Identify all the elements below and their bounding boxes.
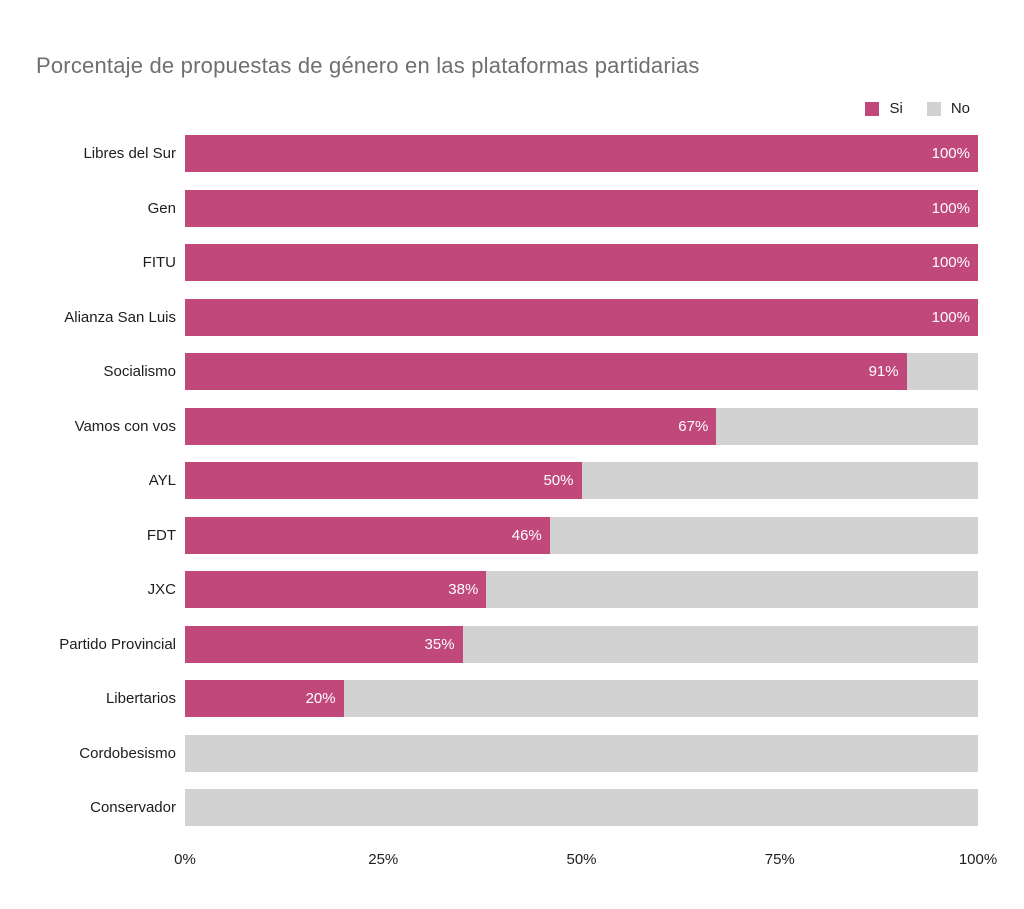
category-label: Cordobesismo	[79, 744, 176, 762]
bar-row: JXC 38%	[0, 571, 1024, 608]
category-label: Partido Provincial	[59, 635, 176, 653]
bar-track[interactable]: 100%	[185, 298, 978, 336]
chart-legend: Si No	[865, 100, 970, 117]
bar-segment-si[interactable]: 100%	[185, 244, 978, 281]
bar-track[interactable]: 100%	[185, 189, 978, 227]
bar-row: Socialismo 91%	[0, 353, 1024, 390]
chart-title: Porcentaje de propuestas de género en la…	[36, 53, 700, 78]
bar-value-label: 100%	[931, 199, 970, 217]
bar-value-label: 67%	[678, 417, 709, 435]
bar-segment-si[interactable]: 50%	[185, 462, 582, 499]
category-label: Libertarios	[105, 690, 176, 707]
bar-track[interactable]: 67%	[185, 407, 978, 445]
legend-label-si: Si	[889, 100, 903, 117]
bar-row: Vamos con vos 67%	[0, 407, 1024, 445]
bar-segment-si[interactable]: 91%	[185, 353, 907, 390]
bar-value-label: 100%	[931, 145, 970, 162]
bar-segment-si[interactable]: 100%	[185, 135, 978, 172]
bar-row: Conservador	[0, 789, 1024, 826]
bar-segment-si[interactable]: 20%	[185, 680, 344, 717]
bar-track[interactable]: 35%	[185, 625, 978, 663]
bar-value-label: 50%	[543, 472, 574, 489]
bar-value-label: 100%	[931, 308, 970, 326]
category-label: JXC	[147, 581, 176, 598]
bar-track[interactable]: 50%	[185, 462, 978, 499]
bar-segment-si[interactable]: 100%	[185, 189, 978, 227]
bar-segment-si[interactable]: 46%	[185, 516, 550, 554]
legend-swatch-si	[865, 101, 880, 116]
bar-value-label: 91%	[868, 363, 899, 380]
category-label: Alianza San Luis	[64, 308, 176, 326]
bar-segment-si[interactable]: 35%	[185, 625, 463, 663]
bar-track[interactable]: 100%	[185, 135, 978, 172]
legend-swatch-no	[926, 101, 941, 116]
category-label: Gen	[147, 199, 176, 217]
bar-row: FITU 100%	[0, 244, 1024, 281]
axis-tick-label: 0%	[174, 851, 196, 868]
category-label: Conservador	[90, 799, 176, 816]
bar-row: Cordobesismo	[0, 734, 1024, 772]
bar-row: Gen 100%	[0, 189, 1024, 227]
bar-value-label: 20%	[305, 690, 336, 707]
bar-track[interactable]	[185, 734, 978, 772]
bar-row: Alianza San Luis 100%	[0, 298, 1024, 336]
bar-segment-si[interactable]: 100%	[185, 298, 978, 336]
category-label: Vamos con vos	[74, 417, 176, 435]
bar-row: Libres del Sur 100%	[0, 135, 1024, 172]
axis-tick-label: 75%	[764, 851, 795, 868]
bar-row: AYL 50%	[0, 462, 1024, 499]
bar-value-label: 38%	[448, 581, 479, 598]
bar-track[interactable]: 100%	[185, 244, 978, 281]
category-label: Socialismo	[103, 363, 176, 380]
axis-tick-label: 25%	[368, 851, 399, 868]
axis-tick-label: 100%	[958, 851, 998, 868]
bar-value-label: 100%	[931, 254, 970, 271]
bar-value-label: 46%	[511, 526, 542, 544]
bar-track[interactable]: 38%	[185, 571, 978, 608]
bar-value-label: 35%	[424, 635, 455, 653]
bar-track[interactable]: 46%	[185, 516, 978, 554]
legend-label-no: No	[950, 100, 970, 117]
bar-row: FDT 46%	[0, 516, 1024, 554]
category-label: FDT	[146, 526, 176, 544]
bar-row: Partido Provincial 35%	[0, 625, 1024, 663]
axis-tick-label: 50%	[566, 851, 597, 868]
category-label: FITU	[142, 254, 176, 271]
bar-row: Libertarios 20%	[0, 680, 1024, 717]
bar-track[interactable]: 91%	[185, 353, 978, 390]
category-label: AYL	[148, 472, 176, 489]
legend-item-si[interactable]: Si	[865, 100, 903, 117]
bar-track[interactable]	[185, 789, 978, 826]
category-label: Libres del Sur	[83, 145, 176, 162]
bar-segment-si[interactable]: 67%	[185, 407, 717, 445]
legend-item-no[interactable]: No	[926, 100, 970, 117]
bar-segment-si[interactable]: 38%	[185, 571, 487, 608]
bar-track[interactable]: 20%	[185, 680, 978, 717]
